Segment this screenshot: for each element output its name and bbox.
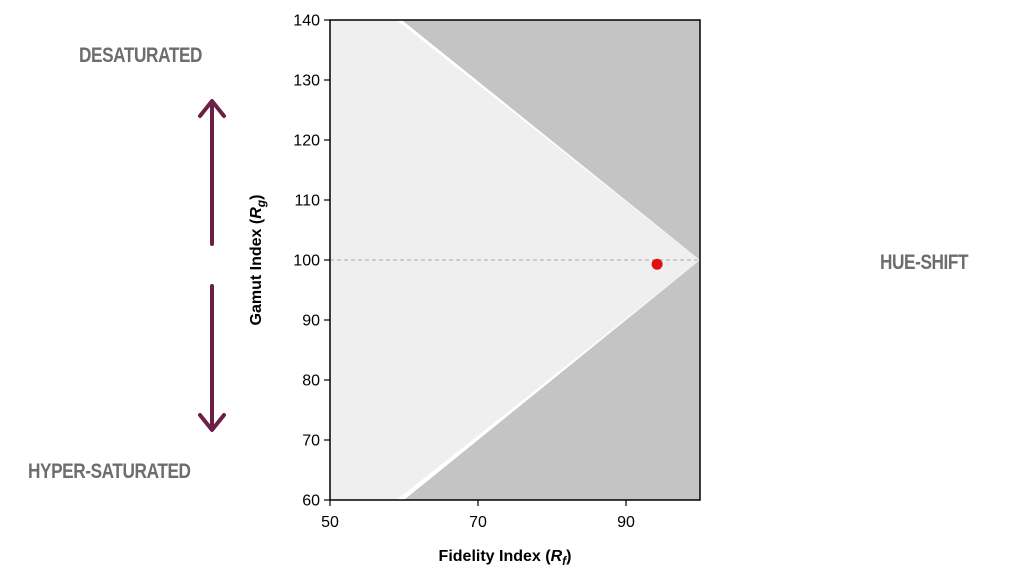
y-tick-label-60: 60 [302, 493, 320, 510]
x-tick-label-50: 50 [321, 514, 339, 531]
saturation-arrow-up [198, 99, 226, 246]
data-point-0 [651, 258, 663, 270]
y-tick-label-130: 130 [293, 73, 320, 90]
x-tick-label-70: 70 [469, 514, 487, 531]
saturation-arrow-down [198, 284, 226, 432]
y-axis-title: Gamut Index (Rg) [248, 195, 268, 326]
y-tick-label-100: 100 [293, 253, 320, 270]
y-tick-label-70: 70 [302, 433, 320, 450]
x-axis-title-prefix: Fidelity Index ( [439, 548, 552, 565]
y-axis-title-var: R [248, 207, 265, 219]
x-axis-title-sub: f [562, 554, 567, 568]
y-axis-title-prefix: Gamut Index ( [248, 218, 265, 325]
y-axis-title-suffix: ) [248, 195, 265, 200]
y-tick-label-140: 140 [293, 13, 320, 30]
dark-region [401, 20, 700, 500]
x-axis-title: Fidelity Index (Rf) [439, 548, 572, 568]
y-axis-title-sub: g [254, 199, 268, 208]
x-axis-title-var: R [551, 548, 563, 565]
y-tick-label-110: 110 [294, 193, 320, 210]
y-tick-label-90: 90 [302, 313, 320, 330]
hue-shift-label: HUE-SHIFT [880, 251, 969, 274]
plot-area [329, 19, 701, 501]
x-axis-title-suffix: ) [566, 548, 571, 565]
y-tick-label-120: 120 [293, 133, 320, 150]
hyper-saturated-label: HYPER-SATURATED [28, 460, 191, 483]
desaturated-label: DESATURATED [79, 44, 203, 67]
y-tick-label-80: 80 [302, 373, 320, 390]
x-tick-label-90: 90 [617, 514, 635, 531]
